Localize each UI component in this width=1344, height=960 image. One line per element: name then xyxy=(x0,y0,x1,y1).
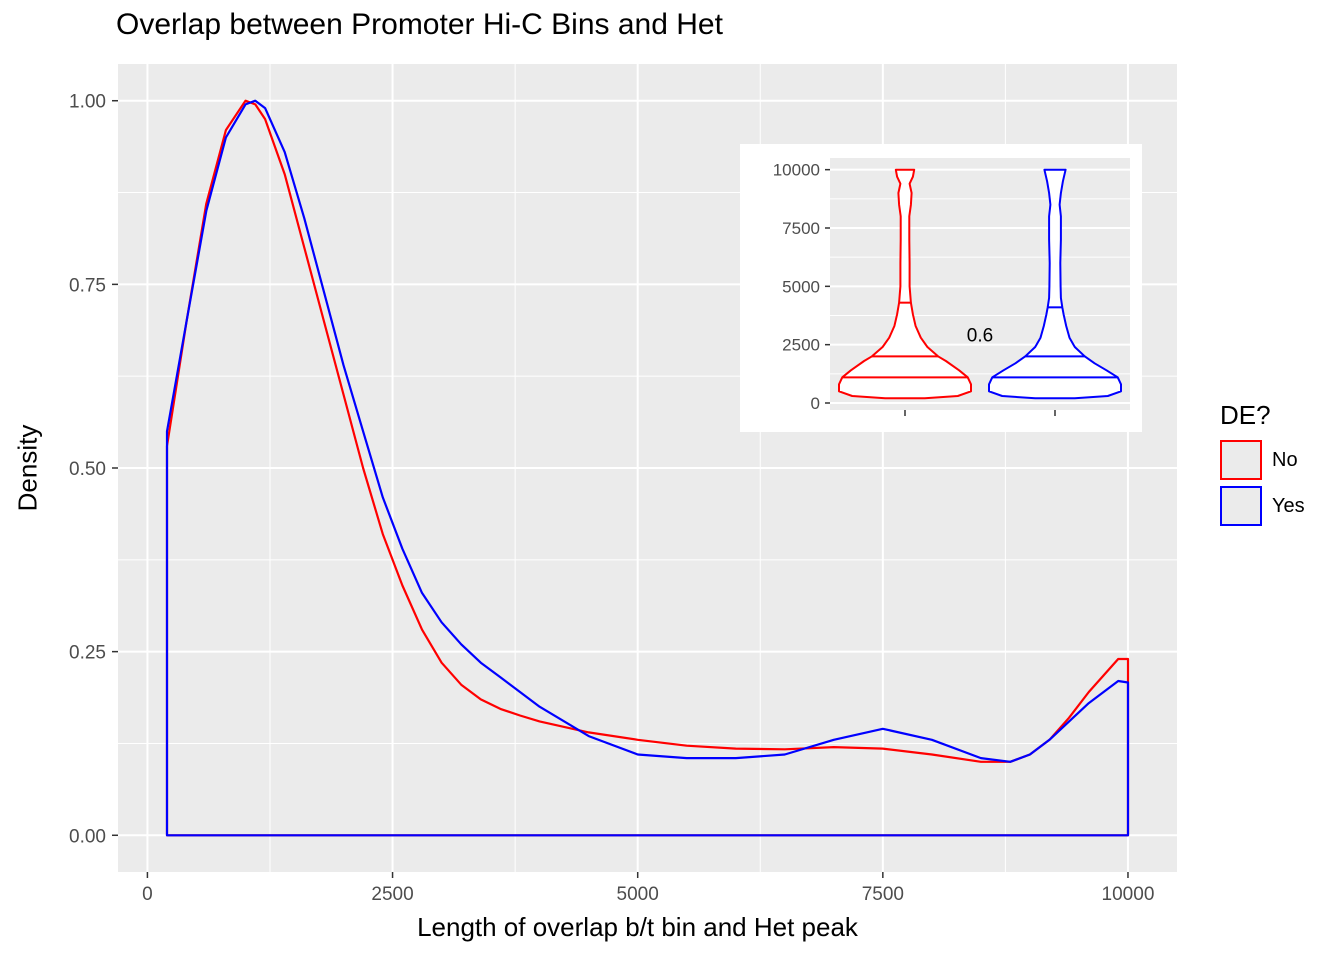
inset-y-tick-label: 7500 xyxy=(782,219,820,238)
x-tick-label: 10000 xyxy=(1102,884,1155,905)
y-tick-label: 0.75 xyxy=(69,275,106,296)
legend: DE? No Yes xyxy=(1220,400,1305,529)
x-tick-label: 2500 xyxy=(371,884,413,905)
legend-item-yes: Yes xyxy=(1220,483,1305,529)
x-tick-label: 5000 xyxy=(617,884,659,905)
x-axis-label: Length of overlap b/t bin and Het peak xyxy=(417,912,858,942)
legend-key-yes xyxy=(1220,486,1262,526)
y-tick-label: 0.00 xyxy=(69,826,106,847)
chart-title: Overlap between Promoter Hi-C Bins and H… xyxy=(116,8,723,41)
y-axis-label: Density xyxy=(12,424,43,512)
y-tick-label: 1.00 xyxy=(69,92,106,113)
density-line-yes xyxy=(165,99,1130,837)
legend-label-no: No xyxy=(1272,448,1298,471)
inset-y-tick-label: 2500 xyxy=(782,336,820,355)
x-tick-label: 0 xyxy=(142,884,153,905)
violin-no xyxy=(838,168,972,400)
y-tick-label: 0.50 xyxy=(69,459,106,480)
legend-label-yes: Yes xyxy=(1272,494,1305,517)
inset-y-tick-label: 10000 xyxy=(773,161,820,180)
inset-annotation: 0.6 xyxy=(967,325,993,346)
legend-key-no xyxy=(1220,440,1262,480)
inset-y-tick-label: 5000 xyxy=(782,277,820,296)
inset-y-tick-label: 0 xyxy=(811,394,820,413)
x-tick-label: 7500 xyxy=(862,884,904,905)
violin-yes xyxy=(988,168,1122,400)
y-tick-label: 0.25 xyxy=(69,643,106,664)
legend-title: DE? xyxy=(1220,400,1271,430)
legend-item-no: No xyxy=(1220,437,1305,483)
